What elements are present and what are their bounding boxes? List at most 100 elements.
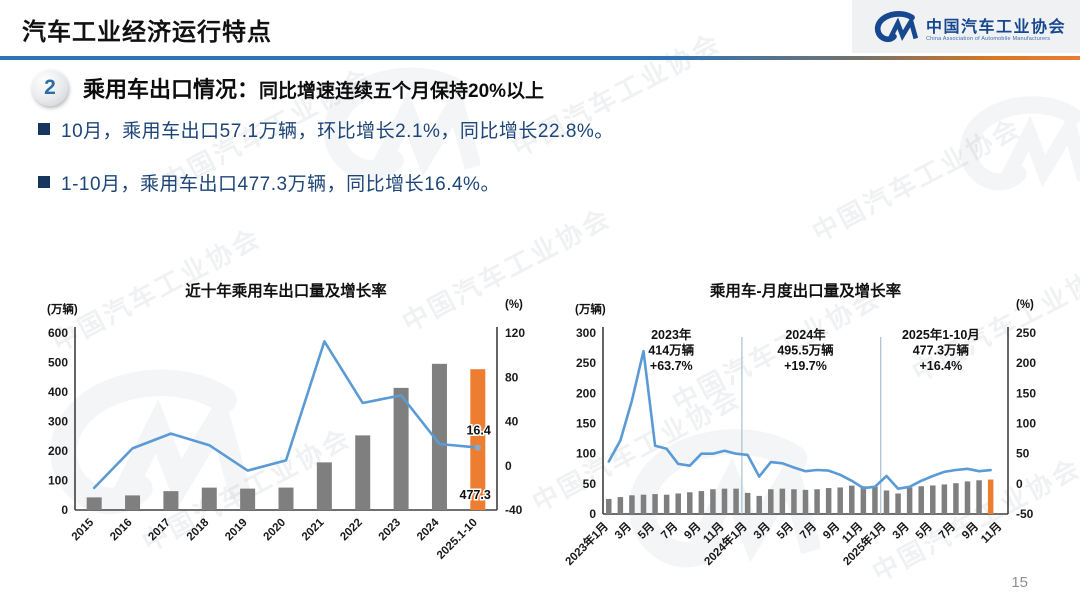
x-axis-tick-label: 3月	[612, 520, 634, 542]
volume-bar	[744, 492, 751, 514]
x-axis-tick-label: 2015	[70, 516, 97, 543]
bar-value-label: 477.3	[460, 488, 491, 502]
volume-bar	[687, 492, 693, 514]
left-axis-tick: 50	[583, 477, 597, 491]
right-axis-tick: 40	[505, 415, 519, 429]
volume-bar	[201, 487, 217, 510]
volume-bar	[825, 488, 832, 514]
volume-bar	[895, 493, 901, 514]
logo-panel	[852, 0, 1080, 53]
volume-bar	[953, 483, 959, 514]
key-points: 10月，乘用车出口57.1万辆，环比增长2.1%，同比增长22.8%。 1-10…	[38, 116, 614, 222]
logo-org-name-cn: 中国汽车工业协会	[925, 18, 1066, 36]
volume-bar	[918, 486, 924, 514]
volume-bar	[355, 435, 371, 510]
x-axis-tick-label: 2019	[223, 517, 250, 544]
right-axis-tick: 0	[505, 459, 512, 473]
volume-bar	[125, 495, 141, 510]
volume-bar	[316, 462, 332, 510]
left-axis-tick: 100	[576, 447, 596, 461]
left-axis-tick: 400	[48, 385, 68, 399]
x-axis-tick-label: 11月	[978, 520, 1004, 546]
x-axis-tick-label: 3月	[751, 520, 773, 542]
bullet-square-icon	[38, 176, 50, 188]
left-axis-tick: 150	[576, 417, 596, 431]
watermark-text: 中国汽车工业协会	[807, 112, 1027, 248]
volume-bar	[802, 489, 809, 514]
volume-bar	[393, 387, 409, 510]
right-axis-unit-label: (%)	[505, 299, 523, 311]
year-summary-annotation: 414万辆	[648, 343, 694, 358]
right-axis-tick: 200	[1016, 356, 1036, 370]
year-summary-annotation: 477.3万辆	[913, 343, 970, 358]
highlight-bar	[987, 479, 994, 514]
x-axis-tick-label: 2021	[300, 516, 327, 543]
volume-bar	[964, 481, 971, 514]
volume-bar	[837, 487, 843, 514]
left-axis-unit-label: (万辆)	[47, 302, 78, 316]
volume-bar	[240, 488, 256, 510]
volume-bar	[721, 488, 728, 514]
chart-title: 乘用车-月度出口量及增长率	[709, 281, 902, 300]
left-axis-tick: 500	[48, 356, 68, 370]
volume-bar	[849, 485, 855, 514]
year-summary-annotation: 495.5万辆	[777, 343, 834, 358]
left-axis-tick: 300	[48, 415, 68, 429]
volume-bar	[756, 495, 762, 514]
chart-title: 近十年乘用车出口量及增长率	[185, 281, 387, 300]
year-summary-annotation: 2025年1-10月	[902, 327, 980, 342]
line-end-marker	[474, 444, 482, 451]
left-axis-tick: 200	[576, 386, 596, 400]
growth-line	[607, 349, 992, 490]
x-axis-tick-label: 2024	[415, 516, 442, 543]
volume-bar	[698, 491, 705, 514]
right-axis-tick: 0	[1016, 477, 1023, 491]
right-axis-tick: -40	[505, 503, 523, 517]
left-axis-tick: 200	[48, 444, 68, 458]
x-axis-tick-label: 5月	[635, 520, 657, 542]
volume-bar	[278, 487, 294, 510]
left-axis-unit-label: (万辆)	[575, 302, 606, 316]
line-value-label: 16.4	[466, 424, 490, 438]
bullet-item-jan-oct: 1-10月，乘用车出口477.3万辆，同比增长16.4%。	[38, 169, 614, 196]
volume-bar	[606, 498, 612, 514]
volume-bar	[163, 491, 179, 510]
x-axis-tick-label: 7月	[936, 520, 958, 542]
left-axis-tick: 100	[48, 474, 68, 488]
page-title: 汽车工业经济运行特点	[22, 19, 272, 46]
year-summary-annotation: 2024年	[785, 327, 826, 342]
volume-bar	[941, 484, 948, 514]
x-axis-tick-label: 9月	[820, 520, 842, 542]
volume-bar	[710, 489, 716, 514]
volume-bar	[431, 363, 447, 510]
left-axis-tick: 0	[61, 503, 68, 517]
volume-bar	[872, 486, 878, 514]
volume-bar	[814, 489, 820, 514]
section-subheading: 同比增速连续五个月保持20%以上	[259, 81, 545, 102]
right-axis-tick: 150	[1016, 386, 1036, 400]
volume-bar	[629, 495, 635, 514]
section-heading-row: 2 乘用车出口情况：同比增速连续五个月保持20%以上	[32, 70, 544, 106]
year-summary-annotation: +19.7%	[784, 359, 827, 373]
volume-bar	[791, 489, 797, 514]
year-summary-annotation: +63.7%	[650, 359, 693, 373]
bullet-text-october: 10月，乘用车出口57.1万辆，环比增长2.1%，同比增长22.8%。	[61, 121, 614, 142]
header-divider	[0, 56, 1080, 60]
x-axis-tick-label: 9月	[682, 520, 704, 542]
x-axis-tick-label: 2023年1月	[562, 519, 611, 568]
x-axis-tick-label: 3月	[890, 520, 912, 542]
volume-bar	[617, 497, 624, 514]
left-axis-tick: 600	[48, 326, 68, 340]
volume-bar	[930, 485, 936, 514]
volume-bar	[976, 480, 982, 514]
x-axis-tick-label: 2017	[146, 517, 173, 544]
bullet-text-jan-oct: 1-10月，乘用车出口477.3万辆，同比增长16.4%。	[61, 174, 500, 195]
volume-bar	[906, 487, 913, 514]
volume-bar	[675, 493, 681, 514]
right-axis-tick: 80	[505, 370, 519, 384]
left-axis-tick: 300	[576, 326, 596, 340]
year-summary-annotation: +16.4%	[920, 359, 963, 373]
right-axis-tick: 100	[1016, 417, 1036, 431]
x-axis-tick-label: 2020	[262, 517, 289, 544]
